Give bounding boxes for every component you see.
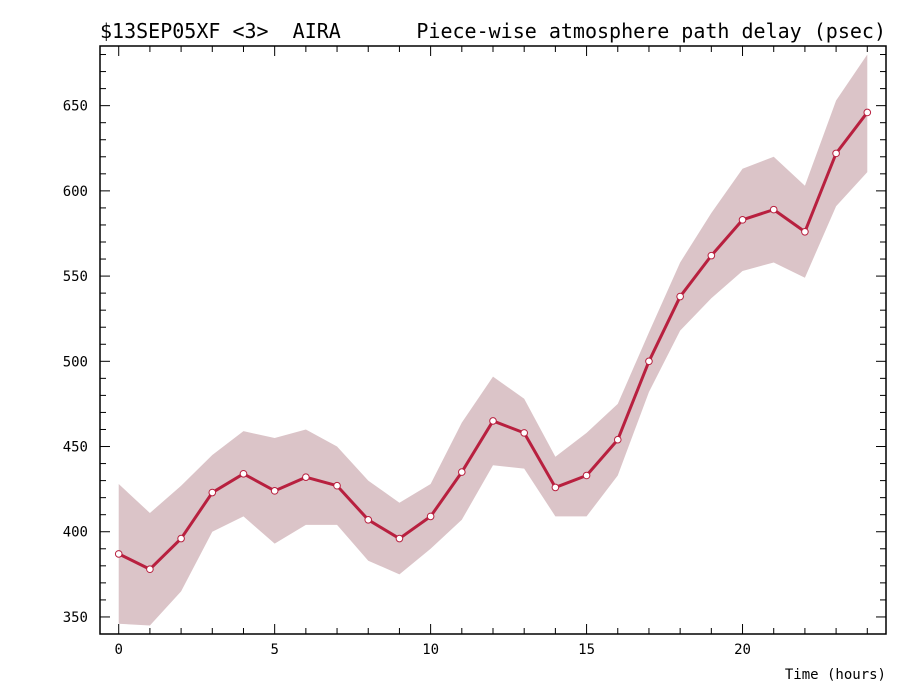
data-point [458, 468, 466, 476]
data-point [239, 469, 248, 478]
labels-layer: 0 5 10 15 20 350 400 450 500 550 600 650 [63, 99, 751, 658]
x-tick-label: 15 [578, 642, 595, 658]
data-point [707, 251, 716, 260]
ticks-layer [100, 46, 886, 634]
data-point [801, 227, 809, 236]
x-axis-title: Time (hours) [785, 667, 886, 683]
plot-frame [99, 45, 887, 635]
data-point [738, 216, 747, 224]
y-tick-label: 450 [63, 440, 88, 456]
x-tick-label: 5 [270, 642, 278, 658]
data-point [613, 435, 622, 444]
y-tick-label: 350 [63, 610, 88, 626]
data-point [551, 483, 560, 492]
x-tick-label: 10 [422, 642, 439, 658]
data-point [676, 292, 684, 301]
data-point [520, 429, 528, 437]
data-point [395, 534, 404, 543]
data-point [302, 473, 310, 482]
y-tick-label: 500 [63, 354, 88, 370]
data-point [146, 565, 154, 574]
data-point [114, 550, 123, 558]
y-tick-label: 600 [63, 184, 88, 200]
chart-experiment-title: $13SEP05XF <3> AIRA [100, 19, 341, 43]
uncertainty-band [118, 54, 868, 626]
data-point [270, 487, 279, 495]
data-point [863, 108, 872, 117]
data-point [582, 471, 591, 480]
data-point [832, 149, 840, 158]
data-point [769, 205, 778, 214]
data-point [177, 534, 185, 543]
chart-title: Piece-wise atmosphere path delay (psec) [416, 19, 886, 43]
y-tick-label: 400 [63, 525, 88, 541]
x-tick-label: 20 [734, 642, 751, 658]
data-point [489, 417, 497, 425]
data-point [364, 516, 373, 524]
y-tick-label: 650 [63, 99, 88, 115]
data-point [645, 357, 653, 366]
x-tick-label: 0 [114, 642, 122, 658]
y-tick-label: 550 [63, 269, 88, 285]
data-point [426, 512, 435, 521]
plot-layer [114, 54, 872, 626]
data-point [333, 481, 341, 490]
data-point [208, 488, 217, 497]
